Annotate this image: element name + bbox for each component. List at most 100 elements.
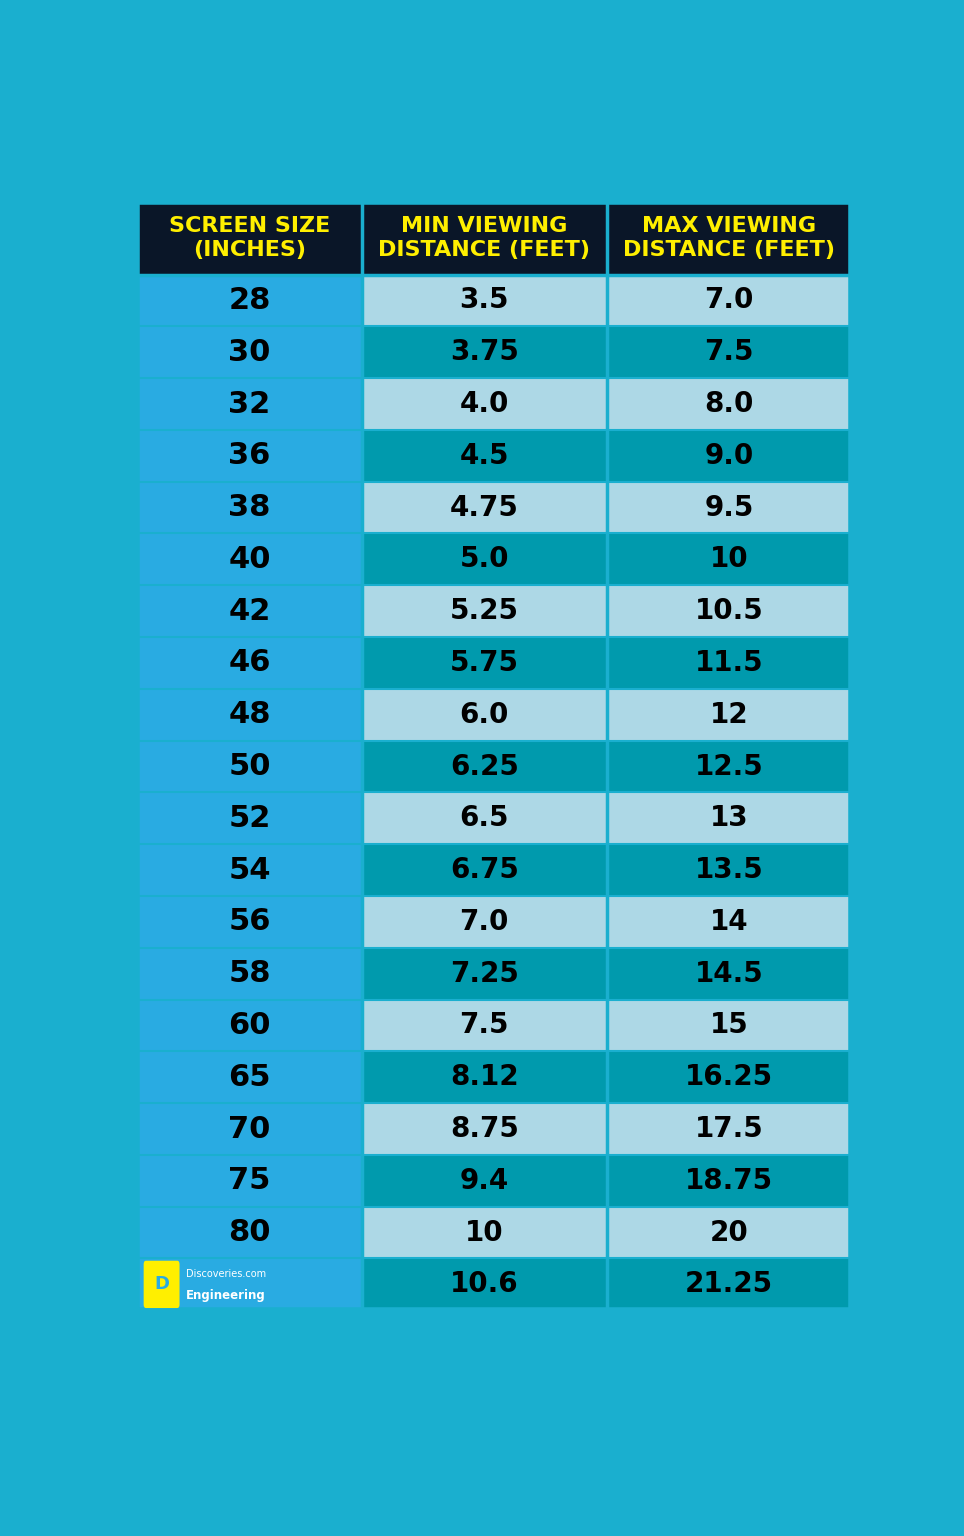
Text: 11.5: 11.5	[694, 648, 763, 677]
Text: 9.4: 9.4	[460, 1167, 509, 1195]
FancyBboxPatch shape	[606, 1000, 851, 1051]
Text: 6.0: 6.0	[460, 700, 509, 728]
FancyBboxPatch shape	[137, 948, 362, 1000]
Text: 18.75: 18.75	[684, 1167, 773, 1195]
FancyBboxPatch shape	[606, 533, 851, 585]
FancyBboxPatch shape	[144, 1261, 179, 1309]
FancyBboxPatch shape	[362, 1207, 606, 1258]
Text: 5.75: 5.75	[450, 648, 519, 677]
FancyBboxPatch shape	[606, 740, 851, 793]
FancyBboxPatch shape	[606, 1207, 851, 1258]
Text: 8.75: 8.75	[450, 1115, 519, 1143]
FancyBboxPatch shape	[606, 845, 851, 895]
FancyBboxPatch shape	[362, 1258, 606, 1310]
FancyBboxPatch shape	[606, 1103, 851, 1155]
FancyBboxPatch shape	[606, 895, 851, 948]
FancyBboxPatch shape	[606, 326, 851, 378]
FancyBboxPatch shape	[137, 482, 362, 533]
Text: 3.75: 3.75	[450, 338, 519, 366]
Text: 40: 40	[228, 545, 271, 574]
FancyBboxPatch shape	[137, 1258, 362, 1310]
Text: 32: 32	[228, 390, 271, 418]
FancyBboxPatch shape	[137, 326, 362, 378]
Text: 3.5: 3.5	[460, 286, 509, 315]
FancyBboxPatch shape	[362, 482, 606, 533]
Text: MIN VIEWING
DISTANCE (FEET): MIN VIEWING DISTANCE (FEET)	[378, 217, 590, 260]
Text: 80: 80	[228, 1218, 271, 1247]
Text: 58: 58	[228, 958, 271, 988]
Text: MAX VIEWING
DISTANCE (FEET): MAX VIEWING DISTANCE (FEET)	[623, 217, 835, 260]
Text: 4.75: 4.75	[450, 493, 519, 522]
FancyBboxPatch shape	[137, 1103, 362, 1155]
FancyBboxPatch shape	[362, 1155, 606, 1207]
Text: 6.25: 6.25	[450, 753, 519, 780]
FancyBboxPatch shape	[137, 793, 362, 845]
FancyBboxPatch shape	[362, 688, 606, 740]
Text: 28: 28	[228, 286, 271, 315]
Text: 9.5: 9.5	[704, 493, 754, 522]
FancyBboxPatch shape	[137, 637, 362, 688]
FancyBboxPatch shape	[606, 793, 851, 845]
Text: 30: 30	[228, 338, 271, 367]
Text: 10.6: 10.6	[450, 1270, 519, 1298]
FancyBboxPatch shape	[362, 948, 606, 1000]
FancyBboxPatch shape	[137, 203, 362, 275]
Text: 4.0: 4.0	[460, 390, 509, 418]
Text: 7.25: 7.25	[450, 960, 519, 988]
Text: 75: 75	[228, 1166, 271, 1195]
Text: 8.12: 8.12	[450, 1063, 519, 1091]
Text: 60: 60	[228, 1011, 271, 1040]
FancyBboxPatch shape	[137, 533, 362, 585]
Text: 4.5: 4.5	[460, 442, 509, 470]
FancyBboxPatch shape	[606, 1051, 851, 1103]
FancyBboxPatch shape	[606, 1258, 851, 1310]
Text: 52: 52	[228, 803, 271, 833]
Text: 54: 54	[228, 856, 271, 885]
Text: 15: 15	[710, 1011, 748, 1040]
FancyBboxPatch shape	[362, 533, 606, 585]
FancyBboxPatch shape	[137, 688, 362, 740]
Text: 50: 50	[228, 753, 271, 780]
Text: 14: 14	[710, 908, 748, 935]
FancyBboxPatch shape	[362, 637, 606, 688]
Text: 7.0: 7.0	[460, 908, 509, 935]
Text: 13.5: 13.5	[694, 856, 763, 885]
Text: 7.5: 7.5	[704, 338, 754, 366]
FancyBboxPatch shape	[606, 275, 851, 326]
Text: 5.25: 5.25	[450, 598, 519, 625]
Text: 46: 46	[228, 648, 271, 677]
FancyBboxPatch shape	[606, 378, 851, 430]
Text: 36: 36	[228, 441, 271, 470]
Text: 6.75: 6.75	[450, 856, 519, 885]
Text: 10: 10	[710, 545, 748, 573]
FancyBboxPatch shape	[606, 430, 851, 482]
FancyBboxPatch shape	[362, 378, 606, 430]
FancyBboxPatch shape	[362, 740, 606, 793]
Text: 12: 12	[710, 700, 748, 728]
FancyBboxPatch shape	[137, 430, 362, 482]
Text: 9.0: 9.0	[705, 442, 754, 470]
FancyBboxPatch shape	[362, 1051, 606, 1103]
FancyBboxPatch shape	[606, 585, 851, 637]
FancyBboxPatch shape	[362, 203, 606, 275]
Text: 10.5: 10.5	[694, 598, 763, 625]
FancyBboxPatch shape	[137, 585, 362, 637]
FancyBboxPatch shape	[606, 688, 851, 740]
FancyBboxPatch shape	[137, 895, 362, 948]
FancyBboxPatch shape	[137, 378, 362, 430]
FancyBboxPatch shape	[606, 482, 851, 533]
Text: Discoveries.com: Discoveries.com	[186, 1269, 266, 1279]
FancyBboxPatch shape	[137, 845, 362, 895]
Text: 14.5: 14.5	[694, 960, 763, 988]
Text: 38: 38	[228, 493, 271, 522]
FancyBboxPatch shape	[606, 948, 851, 1000]
Text: 20: 20	[710, 1218, 748, 1247]
Text: 65: 65	[228, 1063, 271, 1092]
Text: 8.0: 8.0	[704, 390, 754, 418]
FancyBboxPatch shape	[137, 740, 362, 793]
Text: 13: 13	[710, 805, 748, 833]
Text: 56: 56	[228, 908, 271, 937]
FancyBboxPatch shape	[362, 326, 606, 378]
Text: 70: 70	[228, 1115, 271, 1143]
Text: 48: 48	[228, 700, 271, 730]
